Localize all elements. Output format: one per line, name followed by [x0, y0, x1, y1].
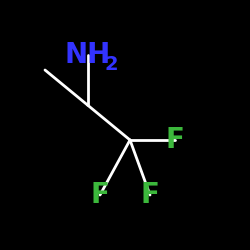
Text: F: F — [166, 126, 184, 154]
Text: 2: 2 — [104, 56, 118, 74]
Text: F: F — [90, 181, 110, 209]
Text: F: F — [140, 181, 160, 209]
Text: NH: NH — [64, 41, 110, 69]
